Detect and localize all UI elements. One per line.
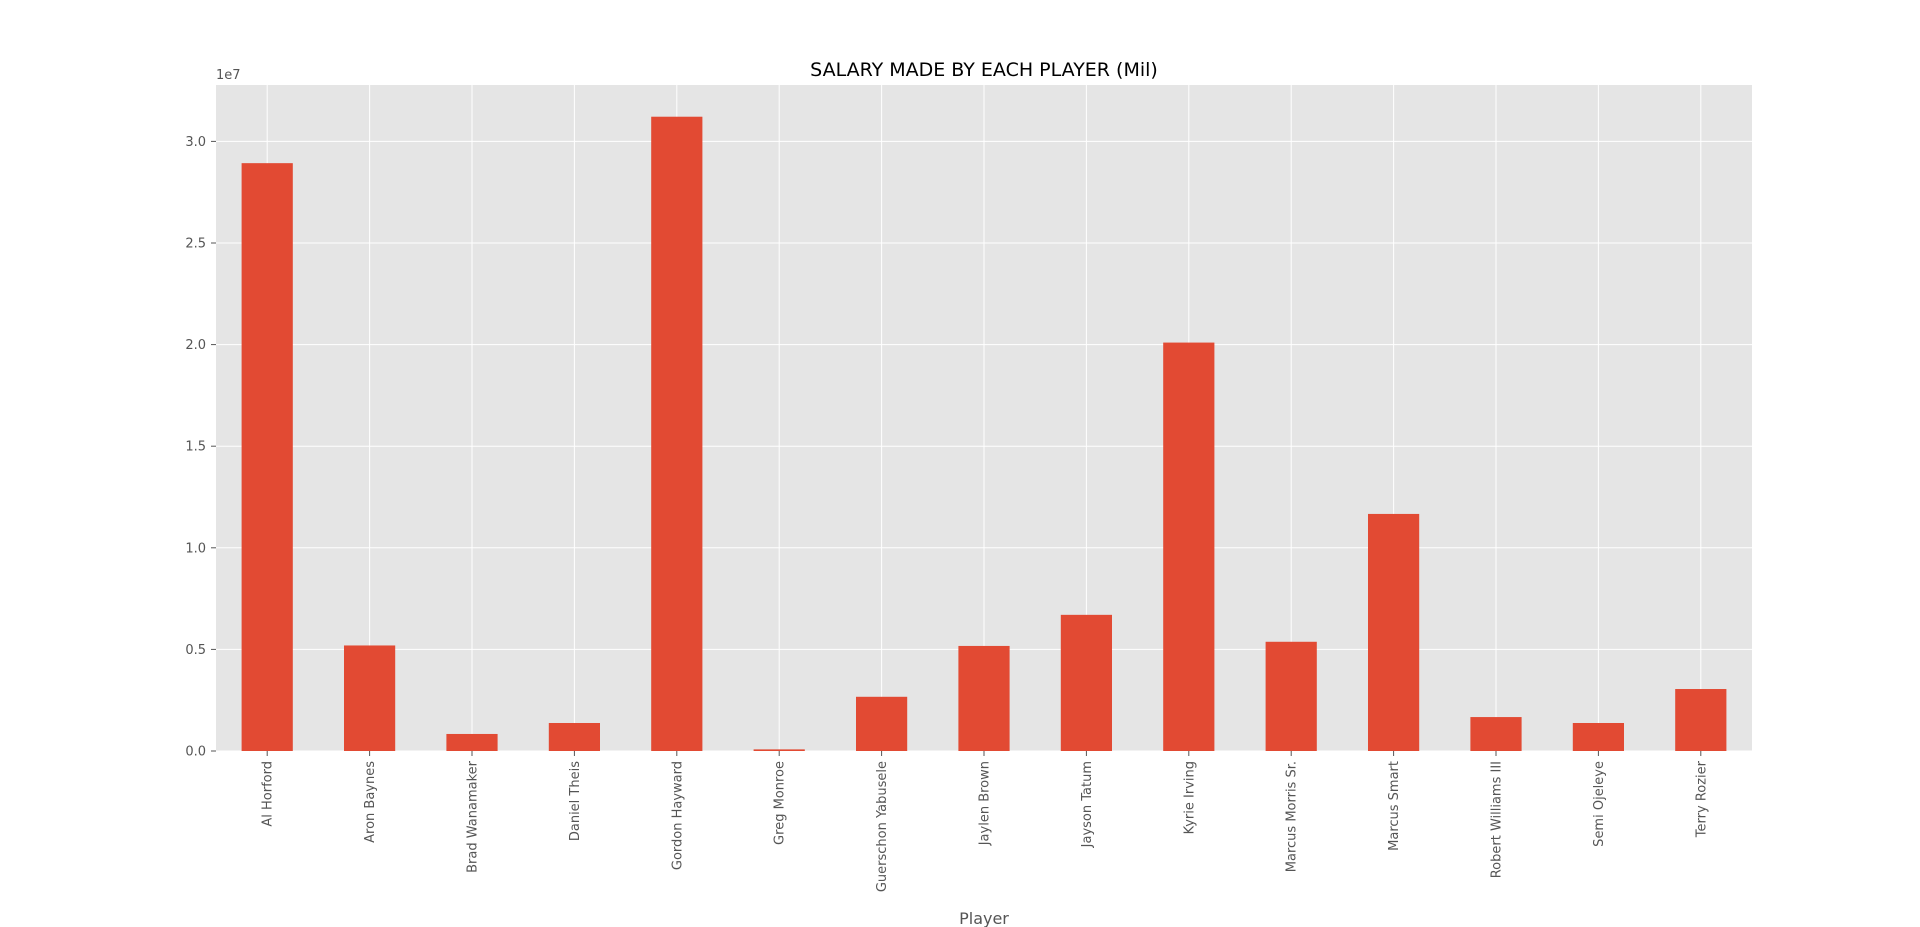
grid-lines <box>216 85 1752 752</box>
bar <box>958 645 1010 751</box>
bar <box>1265 641 1317 751</box>
y-tick-label: 2.0 <box>185 338 206 353</box>
y-tick-label: 2.5 <box>185 236 206 251</box>
bar <box>1163 342 1215 751</box>
bar <box>344 645 396 751</box>
x-tick-label: Brad Wanamaker <box>466 760 481 873</box>
x-tick-label: Daniel Theis <box>568 761 583 841</box>
y-tick-label: 1.0 <box>185 541 206 556</box>
bar <box>1572 722 1624 751</box>
bar <box>1060 614 1112 751</box>
x-tick-label: Greg Monroe <box>773 761 788 845</box>
x-tick-label: Aron Baynes <box>363 761 378 843</box>
bar <box>241 163 293 752</box>
x-tick-label: Gordon Hayward <box>670 761 685 870</box>
bar <box>753 749 805 751</box>
x-tick-label: Robert Williams III <box>1490 761 1505 878</box>
x-tick-label: Kyrie Irving <box>1182 761 1197 834</box>
bar <box>548 722 600 751</box>
chart-title: SALARY MADE BY EACH PLAYER (Mil) <box>810 59 1158 81</box>
y-tick-label: 3.0 <box>185 135 206 150</box>
x-tick-label: Guerschon Yabusele <box>875 761 890 892</box>
x-tick-label: Al Horford <box>261 761 276 827</box>
x-tick-label: Marcus Smart <box>1387 761 1402 851</box>
x-axis-label: Player <box>959 909 1009 927</box>
bars <box>241 116 1727 752</box>
x-tick-label: Jayson Tatum <box>1080 761 1095 848</box>
y-axis-ticks: 0.0 0.5 1.0 1.5 2.0 2.5 3.0 <box>185 135 216 760</box>
y-axis-offset-label: 1e7 <box>216 68 241 83</box>
bar <box>446 733 498 751</box>
bar <box>1470 717 1522 751</box>
x-tick-label: Semi Ojeleye <box>1592 761 1607 847</box>
y-tick-label: 0.5 <box>185 643 206 658</box>
x-tick-label: Terry Rozier <box>1694 760 1709 838</box>
x-tick-label: Jaylen Brown <box>978 761 993 846</box>
bar <box>1675 689 1727 751</box>
bar <box>856 696 908 751</box>
bar <box>651 116 703 751</box>
bar <box>1368 513 1420 751</box>
x-tick-label: Marcus Morris Sr. <box>1285 761 1300 872</box>
y-tick-label: 1.5 <box>185 440 206 455</box>
x-axis-ticks: Al Horford Aron Baynes Brad Wanamaker Danie… <box>261 751 1709 892</box>
y-tick-label: 0.0 <box>185 745 206 760</box>
